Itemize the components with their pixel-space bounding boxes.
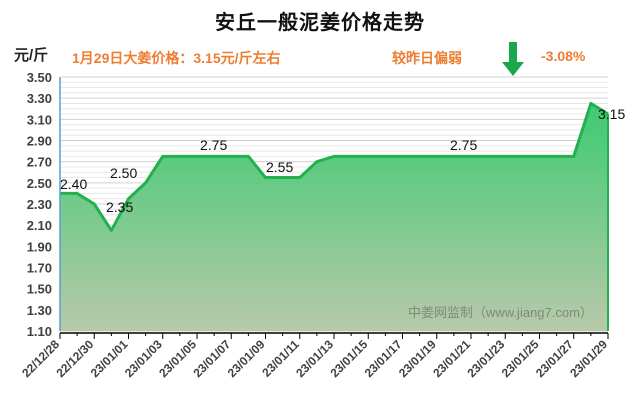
data-label: 2.50 [110, 165, 137, 181]
chart-title: 安丘一般泥姜价格走势 [215, 12, 425, 34]
y-tick-label: 1.10 [27, 324, 52, 339]
data-label: 2.40 [60, 176, 87, 192]
area-fill [60, 103, 608, 331]
x-tick-label: 23/01/29 [567, 337, 610, 380]
y-tick-label: 3.50 [27, 70, 52, 85]
x-tick-label: 23/01/09 [225, 337, 268, 380]
change-note: 较昨日偏弱 [392, 50, 462, 66]
y-tick-label: 1.50 [27, 282, 52, 297]
data-label: 2.75 [450, 137, 477, 153]
y-tick-label: 3.10 [27, 112, 52, 127]
y-tick-label: 2.10 [27, 218, 52, 233]
price-line [60, 101, 609, 232]
data-label: 2.55 [266, 159, 293, 175]
y-tick-label: 2.30 [27, 197, 52, 212]
y-tick-label: 1.90 [27, 239, 52, 254]
y-axis-unit: 元/斤 [14, 47, 49, 64]
y-tick-label: 2.90 [27, 134, 52, 149]
y-tick-label: 3.30 [27, 91, 52, 106]
data-label: 2.75 [200, 137, 227, 153]
down-arrow-icon [502, 42, 524, 76]
y-tick-label: 1.70 [27, 261, 52, 276]
watermark: 中姜网监制（www.jiang7.com） [408, 305, 593, 320]
y-tick-label: 2.50 [27, 176, 52, 191]
y-tick-label: 1.30 [27, 303, 52, 318]
y-tick-label: 2.70 [27, 155, 52, 170]
change-percent: -3.08% [541, 48, 586, 64]
data-label: 3.15 [598, 106, 625, 122]
price-note: 1月29日大姜价格：3.15元/斤左右 [72, 50, 281, 66]
data-label: 2.35 [106, 199, 133, 215]
